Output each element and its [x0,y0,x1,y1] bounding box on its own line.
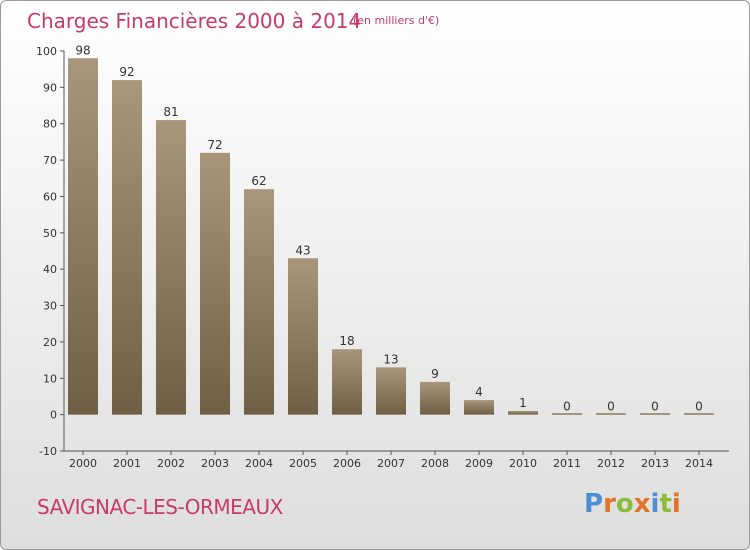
x-tick-label-2008: 2008 [421,457,449,470]
logo-letter: P [584,489,604,519]
data-label-2000: 98 [75,43,90,57]
commune-name: SAVIGNAC-LES-ORMEAUX [37,495,283,519]
bar-2002 [156,120,186,415]
x-tick-label-2006: 2006 [333,457,361,470]
bar-2011 [552,413,582,415]
y-tick-label: 30 [43,300,57,313]
data-label-2005: 43 [295,243,310,257]
y-tick-label: 70 [43,154,57,167]
logo-letter: i [650,489,660,519]
bar-2008 [420,381,450,415]
logo-letter: t [659,489,672,519]
data-label-2003: 72 [207,138,222,152]
x-tick-label-2005: 2005 [289,457,317,470]
x-tick-label-2007: 2007 [377,457,405,470]
data-label-2010: 1 [519,396,527,410]
data-label-2002: 81 [163,105,178,119]
x-tick-label-2003: 2003 [201,457,229,470]
bar-2004 [244,189,274,415]
data-label-2014: 0 [695,400,703,414]
logo-letter: o [615,489,634,519]
y-tick-label: 60 [43,190,57,203]
y-tick-label: 20 [43,336,57,349]
logo-letter: x [633,489,651,519]
y-tick-label: 40 [43,263,57,276]
y-tick-label: 50 [43,227,57,240]
bar-2009 [464,400,494,415]
x-tick-label-2009: 2009 [465,457,493,470]
bar-2007 [376,367,406,415]
bar-2010 [508,411,538,415]
bar-2014 [684,413,714,415]
data-label-2004: 62 [251,174,266,188]
data-label-2006: 18 [339,334,354,348]
logo-letter: r [603,489,616,519]
x-tick-label-2014: 2014 [685,457,713,470]
data-label-2013: 0 [651,400,659,414]
data-label-2007: 13 [383,352,398,366]
y-tick-label: -10 [39,445,57,458]
data-label-2001: 92 [119,65,134,79]
y-tick-label: 0 [50,409,57,422]
data-label-2012: 0 [607,400,615,414]
bar-2006 [332,349,362,415]
chart-unit: (en milliers d'€) [353,14,440,27]
y-tick-label: 80 [43,118,57,131]
x-tick-label-2013: 2013 [641,457,669,470]
bar-2005 [288,258,318,415]
y-tick-label: 90 [43,81,57,94]
bar-2013 [640,413,670,415]
y-tick-label: 100 [36,45,57,58]
logo-letter: i [671,489,681,519]
x-tick-label-2012: 2012 [597,457,625,470]
x-tick-label-2004: 2004 [245,457,273,470]
proxiti-logo: Proxiti [584,489,681,519]
x-tick-label-2000: 2000 [69,457,97,470]
data-label-2008: 9 [431,367,439,381]
bar-2001 [112,80,142,415]
x-tick-label-2001: 2001 [113,457,141,470]
data-label-2009: 4 [475,385,483,399]
bar-2000 [68,58,98,415]
bar-2012 [596,413,626,415]
x-tick-label-2010: 2010 [509,457,537,470]
bar-2003 [200,152,230,415]
x-tick-label-2011: 2011 [553,457,581,470]
chart-title: Charges Financières 2000 à 2014 [27,9,362,33]
data-label-2011: 0 [563,400,571,414]
x-tick-label-2002: 2002 [157,457,185,470]
y-tick-label: 10 [43,372,57,385]
